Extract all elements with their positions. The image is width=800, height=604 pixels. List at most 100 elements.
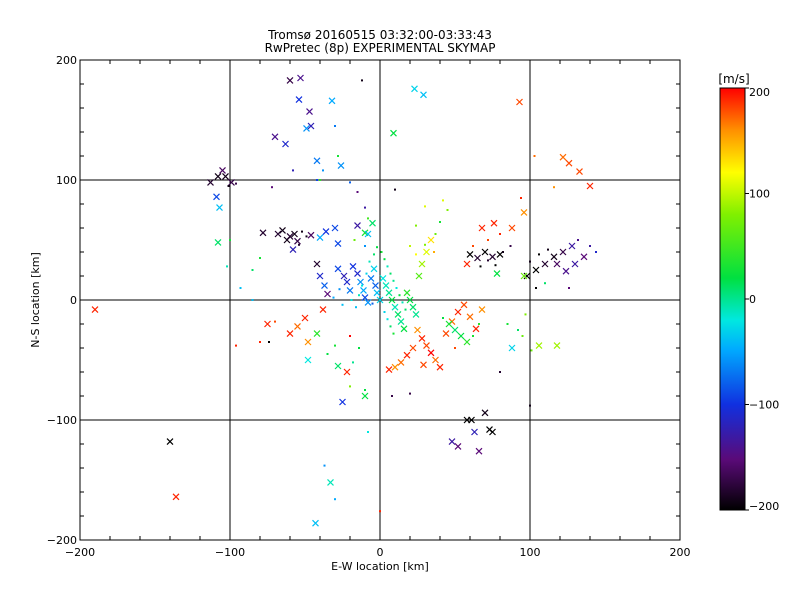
data-point-cross	[286, 76, 294, 84]
data-point-dot	[553, 186, 555, 189]
data-point-dot	[520, 197, 522, 199]
data-point-cross	[406, 296, 414, 304]
data-point-cross	[91, 306, 99, 314]
data-point-dot	[316, 179, 318, 181]
data-point-cross	[172, 493, 180, 501]
data-point-dot	[332, 296, 335, 299]
data-point-cross	[316, 234, 324, 242]
data-point-cross	[391, 303, 399, 311]
data-point-cross	[361, 294, 369, 302]
data-point-cross	[307, 231, 315, 239]
data-point-cross	[580, 253, 588, 261]
data-point-dot	[530, 349, 533, 352]
data-point-dot	[479, 265, 482, 268]
data-point-cross	[553, 342, 561, 350]
data-point-cross	[523, 272, 531, 280]
colorbar-gradient	[719, 87, 746, 511]
colorbar-label: [m/s]	[718, 72, 749, 86]
data-point-cross	[576, 168, 583, 176]
data-point-cross	[304, 356, 312, 364]
data-point-dot	[379, 510, 381, 513]
data-point-dot	[386, 265, 389, 268]
data-point-dot	[589, 245, 591, 247]
data-point-dot	[535, 287, 537, 289]
data-point-cross	[516, 98, 523, 106]
data-point-dot	[326, 353, 329, 355]
data-point-cross	[475, 447, 483, 455]
data-point-cross	[349, 262, 357, 270]
data-point-dot	[434, 233, 437, 235]
data-point-dot	[401, 301, 404, 304]
data-point-cross	[478, 306, 486, 314]
data-point-cross	[559, 248, 567, 256]
data-point-dot	[398, 294, 401, 297]
data-point-dot	[415, 224, 417, 227]
data-point-cross	[295, 96, 303, 104]
data-point-cross	[367, 274, 375, 282]
data-point-dot	[446, 209, 449, 211]
data-point-dot	[226, 265, 228, 268]
data-point-cross	[390, 129, 397, 137]
data-point-cross	[442, 330, 450, 338]
colorbar-tick-label: 0	[749, 293, 756, 306]
y-tick-label: −100	[47, 414, 77, 427]
data-point-cross	[466, 313, 474, 321]
data-point-cross	[568, 242, 576, 250]
data-point-cross	[334, 362, 342, 370]
data-point-cross	[282, 140, 289, 148]
data-point-dot	[415, 253, 417, 256]
data-point-cross	[346, 286, 354, 294]
data-point-dot	[358, 294, 360, 297]
data-point-dot	[376, 246, 378, 249]
data-point-dot	[239, 287, 242, 289]
data-point-dot	[494, 264, 497, 267]
data-point-dot	[259, 341, 261, 343]
data-point-cross	[361, 392, 369, 400]
data-point-cross	[207, 178, 214, 186]
data-point-cross	[466, 250, 474, 258]
colorbar-tick-label: 100	[749, 188, 770, 201]
data-point-dot	[361, 284, 363, 287]
data-point-dot	[524, 313, 527, 316]
data-point-cross	[297, 74, 304, 82]
data-point-cross	[294, 322, 301, 330]
data-point-cross	[432, 356, 439, 364]
x-axis-label: E-W location [km]	[331, 560, 429, 573]
data-point-cross	[427, 349, 435, 357]
data-point-cross	[382, 282, 390, 290]
data-point-cross	[306, 108, 313, 116]
x-tick-label: 100	[520, 546, 541, 559]
data-point-dot	[358, 347, 360, 349]
y-axis-label: N-S location [km]	[29, 252, 42, 348]
data-point-dot	[268, 341, 270, 343]
data-point-cross	[400, 325, 408, 333]
data-point-cross	[420, 361, 427, 369]
y-tick-label: 100	[56, 174, 77, 187]
data-point-cross	[343, 278, 351, 286]
data-point-cross	[436, 363, 444, 371]
data-point-dot	[364, 206, 366, 209]
data-point-dot	[323, 464, 326, 467]
data-point-cross	[354, 270, 361, 278]
data-point-dot	[454, 347, 456, 349]
colorbar-tick-label: −100	[749, 399, 779, 412]
data-point-cross	[414, 326, 421, 334]
data-point-dot	[502, 251, 504, 253]
data-point-cross	[532, 266, 540, 274]
data-point-cross	[403, 289, 411, 297]
data-point-dot	[383, 311, 386, 313]
data-point-cross	[562, 267, 570, 275]
data-point-cross	[279, 226, 286, 234]
data-point-cross	[454, 308, 462, 316]
data-point-cross	[397, 318, 405, 326]
data-point-dot	[353, 239, 356, 241]
data-point-dot	[298, 243, 300, 246]
data-point-cross	[369, 219, 376, 227]
data-point-cross	[264, 320, 271, 328]
x-tick-labels: −200 −100 0 100 200	[65, 546, 691, 559]
data-point-dot	[424, 205, 426, 208]
data-point-dot	[334, 344, 336, 347]
data-point-dot	[341, 303, 344, 306]
data-point-cross	[559, 153, 567, 161]
